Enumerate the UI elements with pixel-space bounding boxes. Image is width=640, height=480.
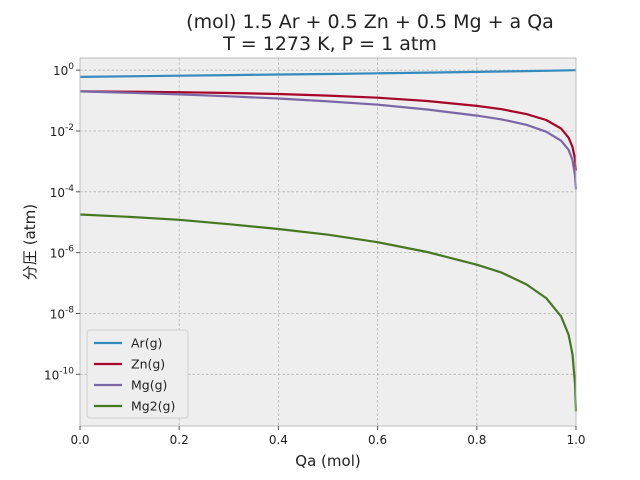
- y-tick-label: 10-2: [50, 123, 74, 139]
- series-line-zn-g: [79, 90, 578, 171]
- y-tick-label: 10-6: [50, 245, 75, 261]
- y-axis-label: 分圧 (atm): [21, 204, 39, 280]
- series-line-mg2-g: [79, 213, 578, 412]
- chart-title-line2: T = 1273 K, P = 1 atm: [222, 33, 437, 55]
- x-tick-label: 0.0: [70, 433, 89, 447]
- series-line-ar-g: [79, 69, 577, 78]
- series-lines: [79, 69, 578, 412]
- chart-title-line1: (mol) 1.5 Ar + 0.5 Zn + 0.5 Mg + a Qa: [186, 11, 554, 33]
- x-axis-ticks: 0.0 0.2 0.4 0.6 0.8 1.0: [70, 426, 586, 447]
- x-tick-label: 0.8: [467, 433, 486, 447]
- plot-frame: [79, 57, 577, 427]
- legend: Ar(g) Zn(g) Mg(g) Mg2(g): [86, 329, 189, 419]
- legend-label: Ar(g): [131, 336, 162, 351]
- y-tick-label: 10-10: [44, 366, 74, 382]
- y-tick-label: 100: [53, 62, 74, 78]
- legend-label: Mg(g): [131, 378, 167, 393]
- x-tick-label: 0.2: [170, 433, 189, 447]
- legend-label: Zn(g): [131, 357, 165, 372]
- y-tick-label: 10-4: [50, 184, 75, 200]
- y-axis-ticks: 100 10-2 10-4 10-6 10-8 10-10: [44, 62, 80, 382]
- legend-box: [86, 329, 189, 419]
- legend-entries: Ar(g) Zn(g) Mg(g) Mg2(g): [94, 336, 175, 414]
- x-tick-label: 0.6: [368, 433, 387, 447]
- series-line-mg-g: [79, 90, 578, 190]
- x-tick-label: 0.4: [269, 433, 288, 447]
- y-tick-label: 10-8: [50, 305, 75, 321]
- legend-label: Mg2(g): [131, 399, 175, 414]
- x-axis-label: Qa (mol): [295, 452, 360, 470]
- x-tick-label: 1.0: [566, 433, 585, 447]
